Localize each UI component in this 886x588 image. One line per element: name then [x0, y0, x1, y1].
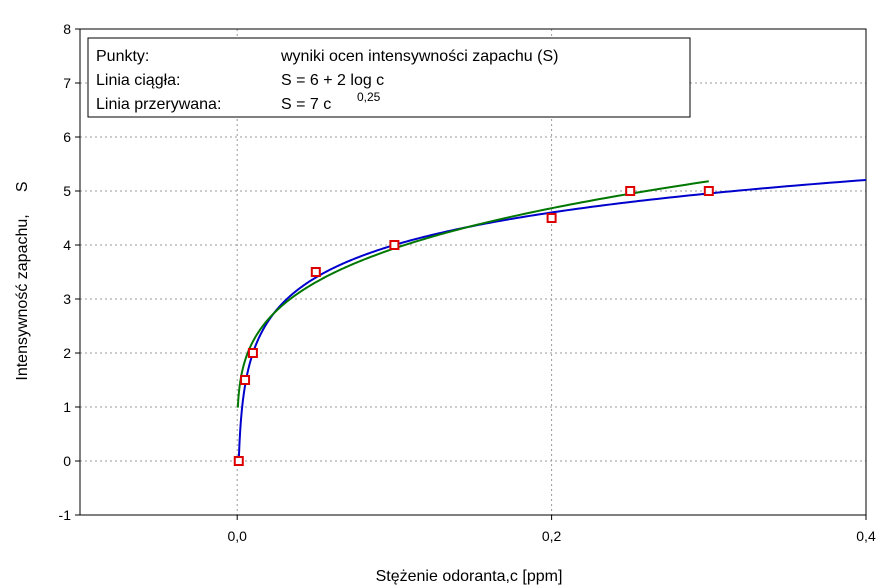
series-line-power — [236, 180, 709, 408]
data-point — [310, 267, 321, 277]
legend-row3-exponent: 0,25 — [357, 90, 381, 104]
data-point — [546, 213, 557, 223]
data-point — [703, 186, 714, 196]
y-tick-label: 7 — [63, 75, 71, 91]
plot-frame — [79, 28, 867, 516]
legend-row2-label: Linia ciągła: — [96, 72, 181, 89]
legend: Punkty: wyniki ocen intensywności zapach… — [87, 37, 691, 118]
x-tick-label: 0,0 — [227, 528, 247, 544]
data-point — [247, 348, 258, 358]
data-point — [240, 375, 251, 385]
y-tick-label: -1 — [59, 507, 72, 523]
y-tick-label: 3 — [63, 291, 71, 307]
legend-row1-label: Punkty: — [96, 48, 149, 65]
legend-row3-label: Linia przerywana: — [96, 96, 221, 113]
y-axis-title: Intensywność zapachu, S — [14, 181, 31, 380]
data-point — [233, 456, 244, 466]
legend-row2-value: S = 6 + 2 log c — [281, 72, 384, 89]
legend-row3-value: S = 7 c — [281, 96, 331, 113]
y-tick-label: 6 — [63, 129, 71, 145]
x-axis-title: Stężenie odoranta,c [ppm] — [376, 568, 563, 585]
legend-row1-value: wyniki ocen intensywności zapachu (S) — [280, 48, 558, 65]
x-axis: 0,0 0,2 0,4 — [227, 515, 876, 544]
y-tick-label: 8 — [63, 21, 71, 37]
x-tick-label: 0,4 — [856, 528, 876, 544]
x-tick-label: 0,2 — [542, 528, 562, 544]
y-tick-label: 1 — [63, 399, 71, 415]
data-point — [625, 186, 636, 196]
y-axis: -1 0 1 2 3 4 5 6 7 8 — [59, 21, 80, 523]
y-tick-label: 4 — [63, 237, 71, 253]
data-point — [389, 240, 400, 250]
series-points — [233, 186, 714, 466]
y-tick-label: 0 — [63, 453, 71, 469]
legend-box — [87, 37, 691, 118]
y-tick-label: 5 — [63, 183, 71, 199]
y-tick-label: 2 — [63, 345, 71, 361]
